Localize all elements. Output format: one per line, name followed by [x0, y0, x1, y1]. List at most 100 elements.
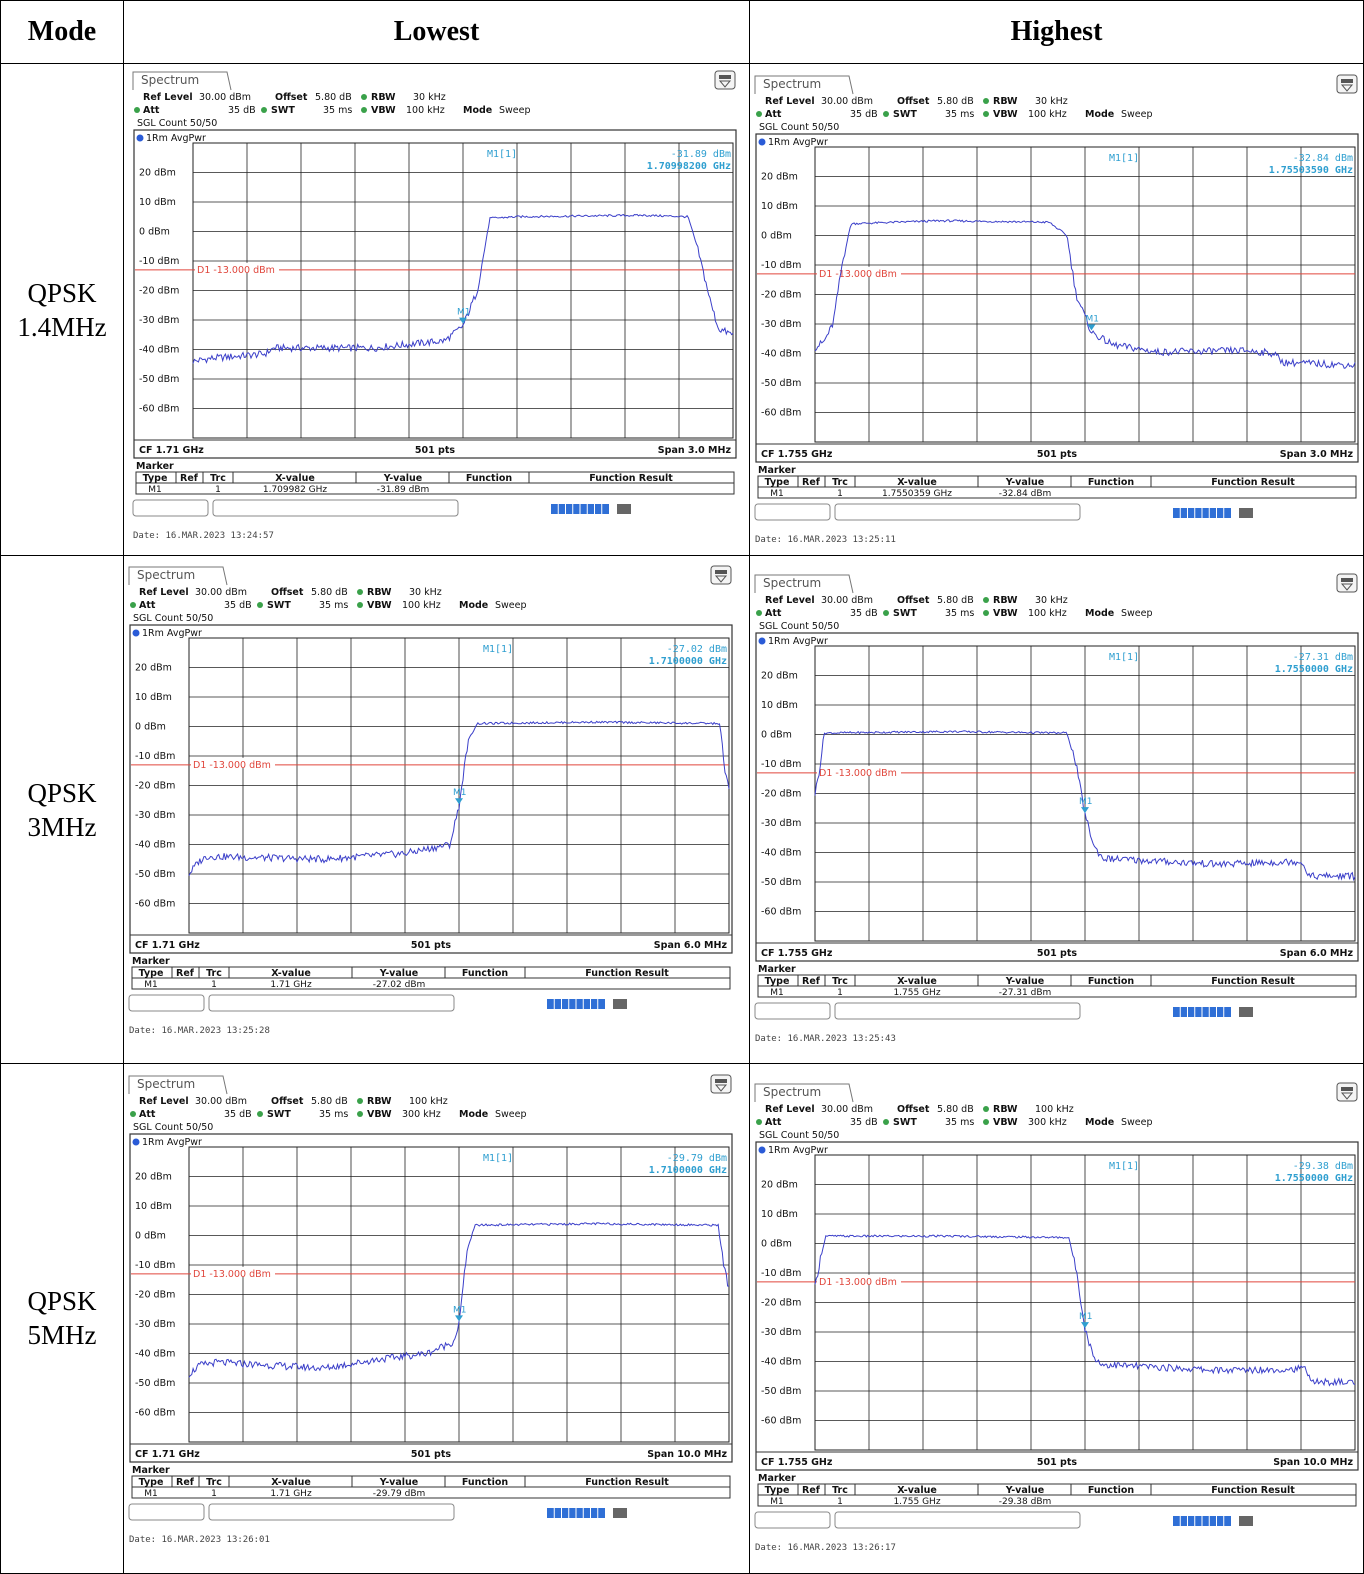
center-frequency: CF 1.71 GHz	[135, 940, 200, 951]
marker-table-header: Type	[765, 1485, 790, 1496]
ref-level-value: 30.00 dBm	[821, 96, 873, 107]
y-tick-label: 0 dBm	[135, 722, 166, 733]
att-label: Att	[765, 1117, 782, 1128]
y-tick-bg	[133, 1317, 183, 1328]
marker-readout-freq: 1.7550000 GHz	[1275, 664, 1353, 675]
att-label: Att	[139, 1109, 156, 1120]
spectrum-tab	[128, 1075, 228, 1095]
y-tick-label: 20 dBm	[135, 1172, 172, 1183]
swt-coupled-dot	[257, 1111, 263, 1117]
sweep-mode-label: Mode	[1085, 608, 1114, 619]
y-tick-label: -40 dBm	[761, 349, 801, 360]
marker-table-title: Marker	[758, 465, 796, 476]
row-3-mode-label: QPSK 5MHz	[27, 1286, 97, 1350]
y-tick-label: -60 dBm	[139, 404, 179, 415]
settings-icon-bar	[1341, 79, 1353, 83]
marker-m1-icon	[455, 1315, 463, 1322]
vbw-label: VBW	[371, 105, 396, 116]
y-tick-label: 0 dBm	[135, 1231, 166, 1242]
y-tick-bg	[759, 1236, 809, 1248]
y-tick-label: -10 dBm	[761, 1268, 801, 1279]
marker-table-header: Type	[765, 477, 790, 488]
marker-table-header: Function	[462, 968, 508, 979]
header-highest: Highest	[1010, 16, 1103, 47]
marker-table-header: Y-value	[383, 473, 423, 484]
limit-line-label: D1 -13.000 dBm	[819, 269, 897, 280]
swt-value: 35 ms	[945, 1117, 974, 1128]
y-tick-bg	[133, 867, 183, 878]
frequency-span: Span 6.0 MHz	[1280, 948, 1354, 959]
marker-table-cell: 1	[211, 1489, 217, 1499]
trace-indicator-icon	[132, 1138, 140, 1146]
att-value: 35 dB	[850, 1117, 878, 1128]
status-field-1	[132, 499, 209, 517]
y-tick-bg	[759, 816, 809, 827]
y-tick-label: -60 dBm	[135, 899, 175, 910]
sweep-mode-value: Sweep	[499, 105, 531, 116]
marker-table-cell: -32.84 dBm	[999, 489, 1052, 499]
offset-value: 5.80 dB	[937, 595, 974, 606]
sweep-points: 501 pts	[1037, 948, 1077, 959]
y-tick-label: -30 dBm	[761, 818, 801, 829]
trace-label: 1Rm AvgPwr	[768, 137, 828, 148]
ref-level-label: Ref Level	[139, 587, 189, 598]
limit-label-bg	[817, 266, 901, 277]
sweep-mode-label: Mode	[463, 105, 492, 116]
frequency-span: Span 10.0 MHz	[647, 1449, 727, 1460]
spectrum-screen: Spectrum Ref Level 30.00 dBm Offset 5.80 dB R…	[754, 1082, 1359, 1553]
limit-label-bg	[191, 757, 275, 768]
y-tick-label: -30 dBm	[135, 1319, 175, 1330]
marker-table-header: Ref	[176, 1477, 195, 1488]
marker-table-header: X-value	[275, 473, 315, 484]
sgl-count: SGL Count 50/50	[759, 122, 839, 133]
swt-coupled-dot	[257, 602, 263, 608]
lxi-icon	[613, 999, 627, 1009]
marker-table-header: Type	[143, 473, 168, 484]
y-tick-label: 10 dBm	[761, 700, 798, 711]
limit-line-label: D1 -13.000 dBm	[819, 768, 897, 779]
sweep-points: 501 pts	[411, 940, 451, 951]
y-tick-bg	[137, 283, 187, 295]
y-tick-label: -20 dBm	[135, 781, 175, 792]
limit-label-bg	[191, 1266, 275, 1277]
center-frequency: CF 1.71 GHz	[135, 1449, 200, 1460]
marker-table-header: Ref	[802, 1485, 821, 1496]
vbw-value: 100 kHz	[406, 105, 445, 116]
sweep-mode-label: Mode	[1085, 109, 1114, 120]
settings-icon-bar	[715, 1079, 727, 1083]
marker-m1-icon	[455, 798, 463, 805]
marker-table-cell: M1	[770, 1497, 784, 1507]
frequency-span: Span 3.0 MHz	[1280, 449, 1354, 460]
row-1-mode-label: QPSK 1.4MHz	[17, 278, 107, 342]
y-tick-label: 0 dBm	[139, 227, 170, 238]
offset-label: Offset	[897, 96, 930, 107]
vbw-label: VBW	[993, 608, 1018, 619]
rbw-coupled-dot	[983, 98, 989, 104]
rbw-coupled-dot	[357, 1098, 363, 1104]
marker-table-header: Trc	[832, 477, 848, 488]
marker-table-header: Trc	[206, 1477, 222, 1488]
marker-table-cell: M1	[148, 485, 162, 495]
y-tick-bg	[759, 169, 809, 181]
marker-table-header: X-value	[271, 1477, 311, 1488]
sweep-mode-label: Mode	[1085, 1117, 1114, 1128]
y-tick-bg	[133, 1346, 183, 1358]
settings-icon-bar	[1341, 578, 1353, 582]
y-tick-label: -50 dBm	[761, 877, 801, 888]
vbw-coupled-dot	[361, 107, 367, 113]
marker-m1-tag: M1	[453, 788, 467, 798]
plot-frame	[129, 1133, 733, 1463]
y-tick-bg	[759, 1354, 809, 1366]
y-tick-bg	[759, 786, 809, 798]
plot-frame	[755, 632, 1359, 962]
sweep-points: 501 pts	[415, 445, 455, 456]
swt-value: 35 ms	[323, 105, 352, 116]
vbw-label: VBW	[993, 109, 1018, 120]
plot-frame	[755, 133, 1359, 463]
marker-table-cell: -27.02 dBm	[373, 980, 426, 990]
y-tick-bg	[137, 224, 187, 236]
swt-label: SWT	[267, 1109, 291, 1120]
y-tick-bg	[133, 1287, 183, 1299]
header-mode: Mode	[27, 16, 97, 47]
spectrum-panel-qpsk-3-lowest: Spectrum Ref Level 30.00 dBm Offset 5.80 dB R…	[127, 563, 737, 1043]
